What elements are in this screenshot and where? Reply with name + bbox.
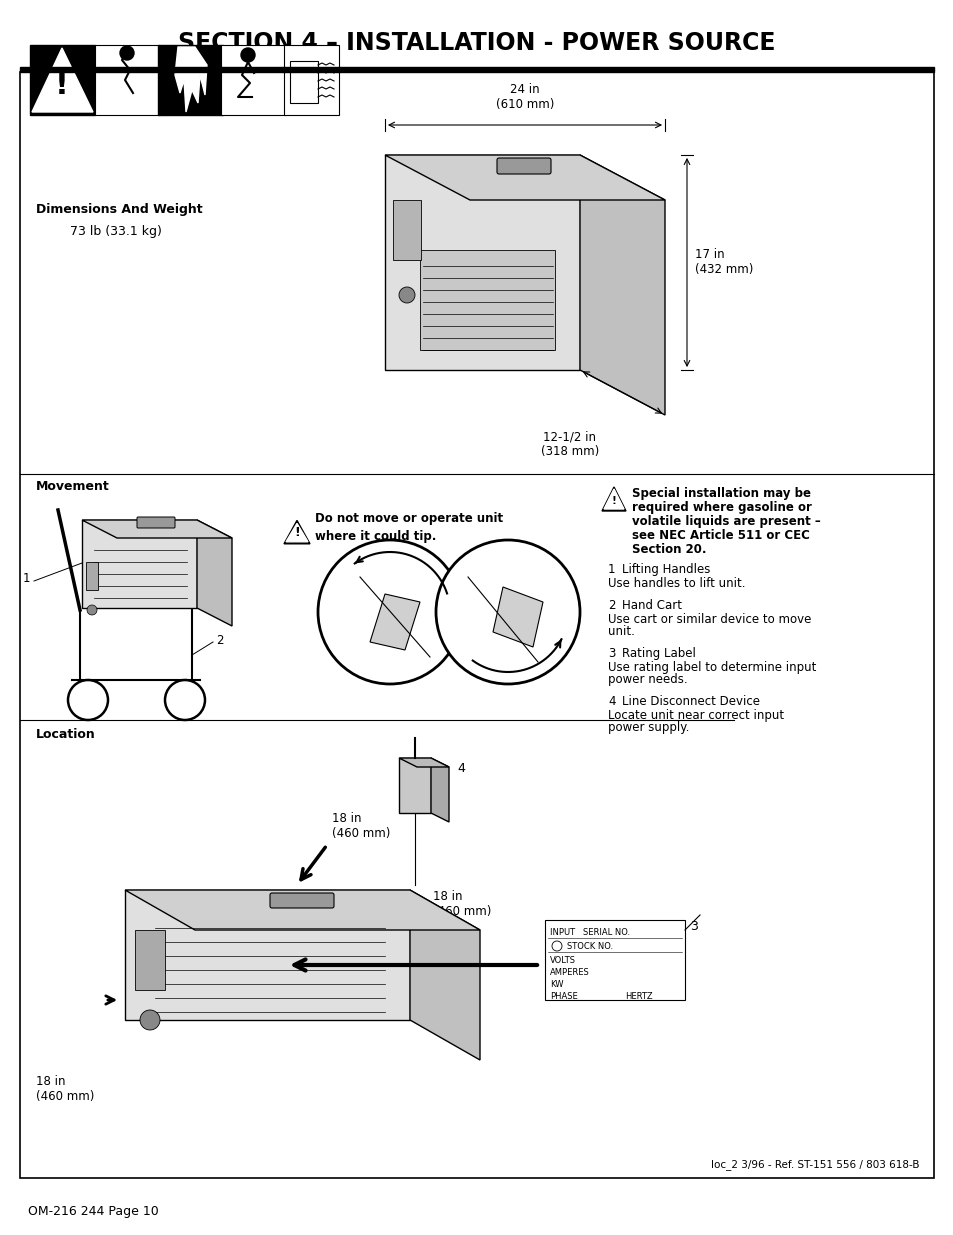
Text: 4: 4 [456, 762, 464, 774]
FancyBboxPatch shape [137, 517, 174, 529]
Text: Use cart or similar device to move: Use cart or similar device to move [607, 613, 810, 626]
Text: Lifting Handles: Lifting Handles [621, 563, 710, 576]
Text: Do not move or operate unit
where it could tip.: Do not move or operate unit where it cou… [314, 513, 502, 543]
Polygon shape [398, 758, 431, 813]
Polygon shape [125, 890, 410, 1020]
Text: 18 in
(460 mm): 18 in (460 mm) [433, 890, 491, 918]
Polygon shape [385, 156, 579, 370]
Text: !: ! [55, 70, 69, 100]
Text: 4-1.  Selecting a Location: 4-1. Selecting a Location [36, 89, 266, 105]
Text: see NEC Article 511 or CEC: see NEC Article 511 or CEC [631, 529, 809, 542]
Polygon shape [174, 47, 207, 112]
FancyBboxPatch shape [270, 893, 334, 908]
Polygon shape [32, 48, 92, 112]
Bar [30, 44, 95, 115]
Bar [158, 44, 223, 115]
Text: 3: 3 [689, 920, 698, 932]
Bar [135, 930, 165, 990]
Bar [20, 72, 933, 1178]
Polygon shape [601, 487, 625, 511]
Text: 73 lb (33.1 kg): 73 lb (33.1 kg) [70, 226, 162, 238]
Polygon shape [431, 758, 449, 823]
Polygon shape [385, 156, 664, 200]
Text: Line Disconnect Device: Line Disconnect Device [621, 695, 760, 708]
Text: !: ! [294, 526, 299, 538]
Text: SECTION 4 – INSTALLATION - POWER SOURCE: SECTION 4 – INSTALLATION - POWER SOURCE [178, 31, 775, 56]
Text: 1: 1 [607, 563, 615, 576]
Bar [95, 44, 160, 115]
Bar [290, 61, 317, 103]
Text: !: ! [611, 496, 616, 506]
Text: INPUT   SERIAL NO.: INPUT SERIAL NO. [550, 927, 630, 937]
Circle shape [241, 48, 254, 62]
Text: Rating Label: Rating Label [621, 647, 695, 659]
Text: loc_2 3/96 - Ref. ST-151 556 / 803 618-B: loc_2 3/96 - Ref. ST-151 556 / 803 618-B [711, 1160, 919, 1171]
Text: 1: 1 [181, 521, 189, 535]
FancyBboxPatch shape [497, 158, 551, 174]
Circle shape [398, 287, 415, 303]
Bar [20, 67, 933, 72]
Polygon shape [603, 489, 623, 509]
Polygon shape [82, 520, 232, 538]
Text: STOCK NO.: STOCK NO. [566, 942, 613, 951]
Circle shape [436, 540, 579, 684]
Bar [419, 249, 555, 350]
Polygon shape [82, 520, 196, 608]
Text: unit.: unit. [607, 625, 634, 638]
Polygon shape [410, 890, 479, 1060]
Text: Hand Cart: Hand Cart [621, 599, 681, 613]
Text: Use handles to lift unit.: Use handles to lift unit. [607, 577, 744, 590]
Circle shape [87, 605, 97, 615]
Bar [544, 920, 684, 1000]
Text: VOLTS: VOLTS [550, 956, 576, 965]
Polygon shape [125, 890, 479, 930]
Text: 2: 2 [607, 599, 615, 613]
Text: Movement: Movement [36, 480, 110, 494]
Polygon shape [579, 156, 664, 415]
Text: AMPERES: AMPERES [550, 968, 589, 977]
Text: Section 20.: Section 20. [631, 543, 706, 556]
Circle shape [120, 46, 133, 61]
Polygon shape [284, 520, 310, 543]
Text: 24 in
(610 mm): 24 in (610 mm) [496, 83, 554, 111]
Text: 18 in
(460 mm): 18 in (460 mm) [36, 1074, 94, 1103]
Text: HERTZ: HERTZ [624, 992, 652, 1002]
Text: PHASE: PHASE [550, 992, 578, 1002]
Text: 4: 4 [607, 695, 615, 708]
Bar [393, 200, 420, 261]
Text: Special installation may be: Special installation may be [631, 487, 810, 500]
Text: 1: 1 [22, 573, 30, 585]
Text: required where gasoline or: required where gasoline or [631, 501, 811, 514]
Text: OM-216 244 Page 10: OM-216 244 Page 10 [28, 1205, 158, 1219]
Text: 3: 3 [607, 647, 615, 659]
Text: Locate unit near correct input: Locate unit near correct input [607, 709, 783, 722]
Polygon shape [196, 520, 232, 626]
Bar [284, 44, 338, 115]
Polygon shape [493, 587, 542, 647]
Polygon shape [286, 524, 308, 542]
Text: 12-1/2 in
(318 mm): 12-1/2 in (318 mm) [540, 430, 598, 458]
Bar [221, 44, 286, 115]
Text: 2: 2 [216, 634, 224, 646]
Polygon shape [398, 758, 449, 767]
Text: Location: Location [36, 729, 95, 741]
Bar [86, 562, 98, 590]
Text: KW: KW [550, 981, 563, 989]
Text: power supply.: power supply. [607, 721, 689, 734]
Text: volatile liquids are present –: volatile liquids are present – [631, 515, 820, 529]
Circle shape [140, 1010, 160, 1030]
Text: 18 in
(460 mm): 18 in (460 mm) [332, 811, 390, 840]
Text: power needs.: power needs. [607, 673, 687, 685]
Polygon shape [370, 594, 419, 650]
Text: Dimensions And Weight: Dimensions And Weight [36, 204, 202, 216]
Text: 17 in
(432 mm): 17 in (432 mm) [695, 248, 753, 277]
Text: Use rating label to determine input: Use rating label to determine input [607, 661, 816, 674]
Circle shape [317, 540, 461, 684]
